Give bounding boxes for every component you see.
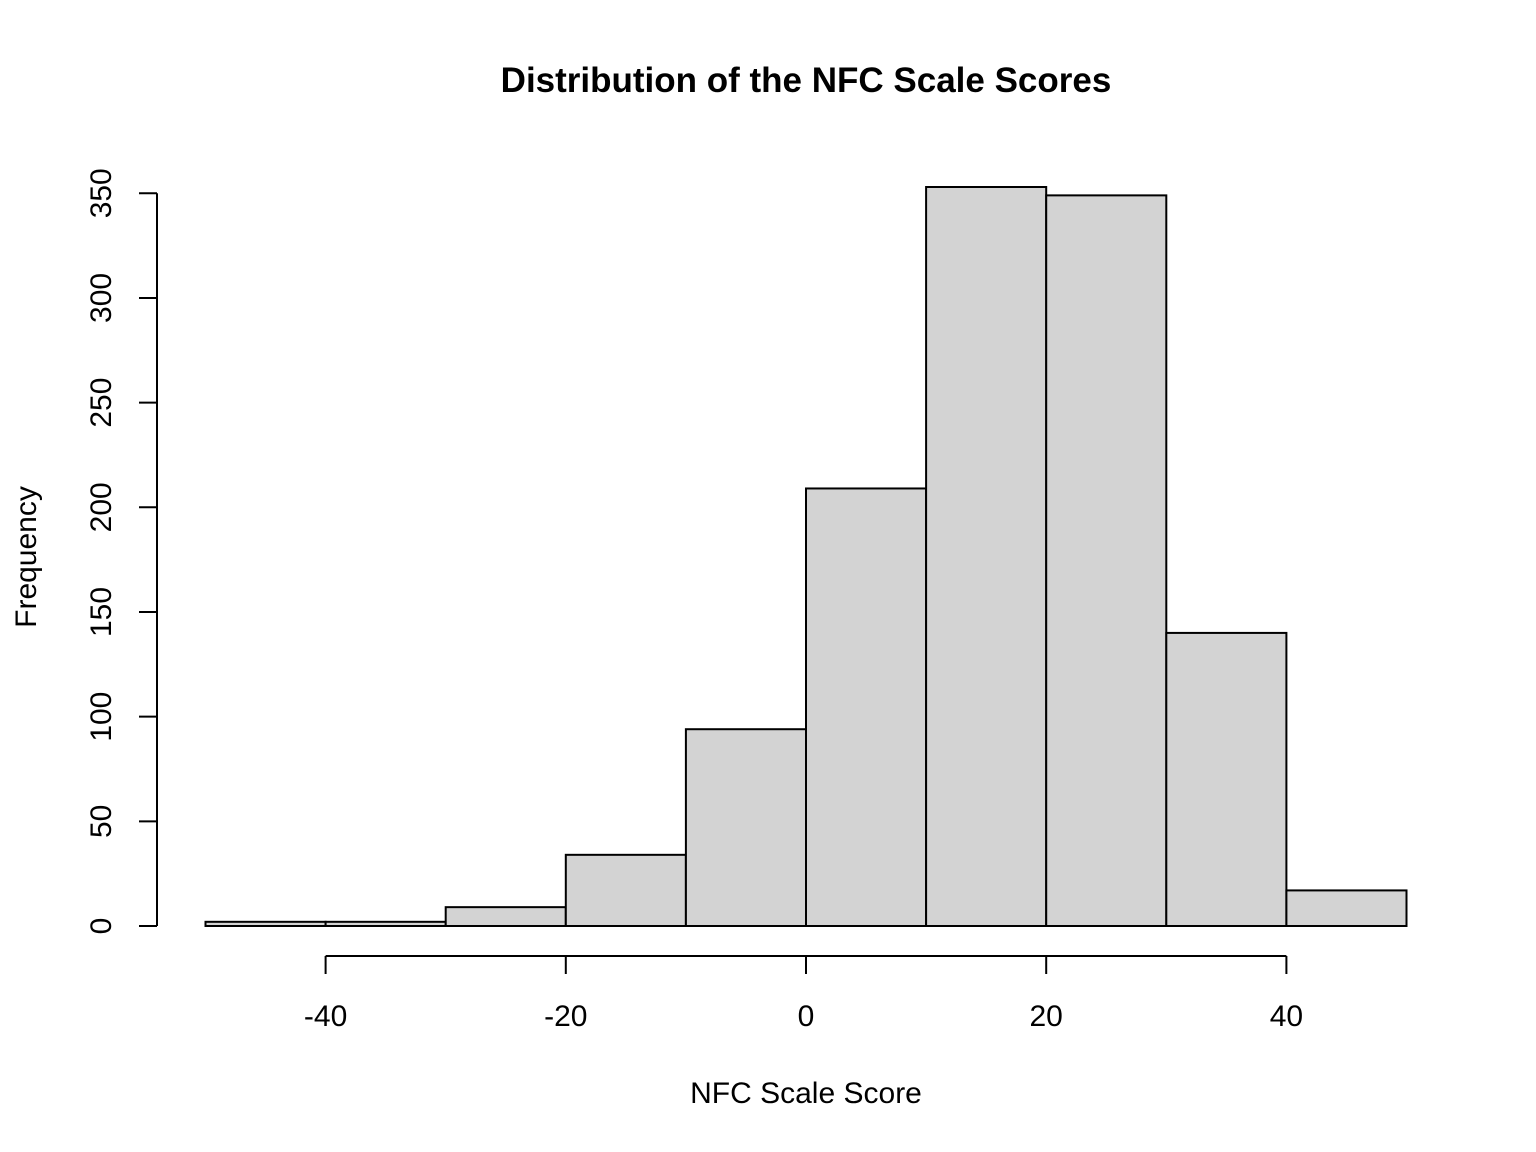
histogram-bar-3 (564, 853, 687, 927)
histogram-bar-0 (204, 920, 327, 928)
histogram-bar-6 (925, 186, 1048, 927)
histogram-bar-2 (444, 906, 567, 927)
histogram-bar-4 (684, 728, 808, 927)
histogram-bar-1 (324, 920, 447, 928)
histogram-bar-8 (1165, 631, 1288, 927)
y-axis: 0 50 100 150 200 250 300 350 (85, 168, 158, 935)
x-tick-label-4: 40 (1270, 1000, 1303, 1033)
y-axis-label: Frequency (10, 486, 43, 628)
histogram-bar-5 (805, 487, 928, 927)
chart-title: Distribution of the NFC Scale Scores (501, 61, 1112, 100)
y-tick-label-0: 0 (85, 918, 118, 935)
y-tick-label-4: 200 (85, 482, 118, 532)
y-tick-label-2: 100 (85, 692, 118, 742)
histogram-bar-9 (1285, 889, 1408, 927)
y-tick-label-3: 150 (85, 587, 118, 637)
x-tick-label-0: -40 (304, 1000, 347, 1033)
bars-group (204, 186, 1408, 928)
y-tick-label-5: 250 (85, 378, 118, 428)
x-axis-label: NFC Scale Score (690, 1077, 922, 1110)
x-axis: -40 -20 0 20 40 (304, 955, 1303, 1033)
y-tick-label-7: 350 (85, 168, 118, 218)
y-tick-label-6: 300 (85, 273, 118, 323)
x-tick-label-2: 0 (798, 1000, 815, 1033)
y-tick-label-1: 50 (85, 805, 118, 838)
x-tick-label-1: -20 (544, 1000, 587, 1033)
histogram-bar-7 (1045, 194, 1168, 927)
x-tick-label-3: 20 (1030, 1000, 1063, 1033)
